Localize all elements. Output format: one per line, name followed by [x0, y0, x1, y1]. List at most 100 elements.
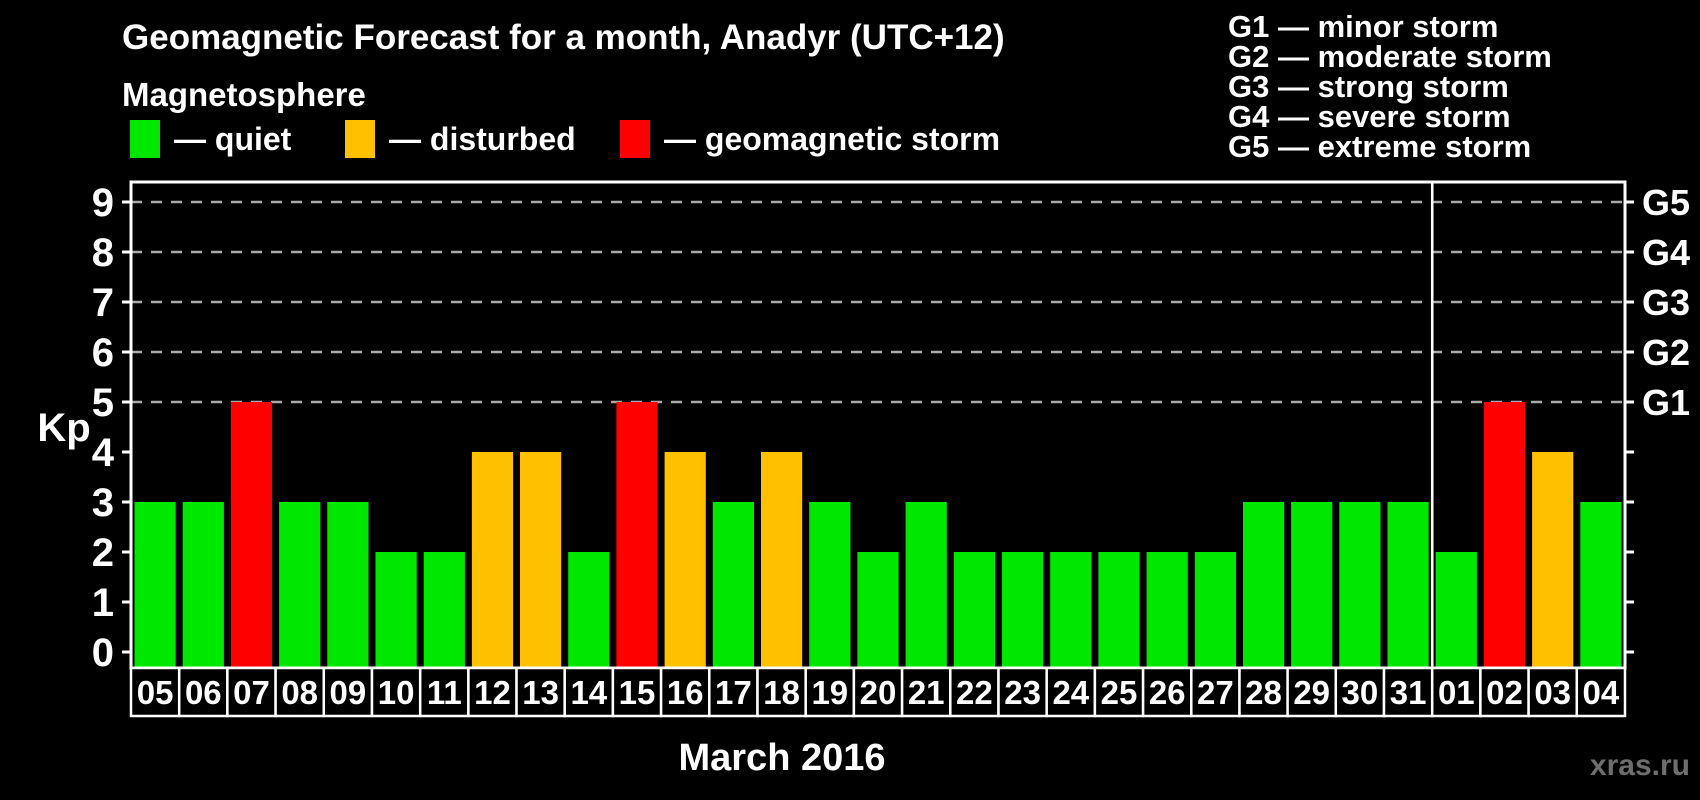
day-label-31: 31: [1390, 674, 1427, 711]
kp-bar-day-09: [327, 502, 369, 668]
day-cell: [226, 666, 277, 718]
day-cell: [1479, 666, 1530, 718]
day-label-16: 16: [667, 674, 704, 711]
storm-scale-g4: G4 — severe storm: [1228, 99, 1511, 134]
day-cell: [611, 666, 663, 718]
day-label-30: 30: [1342, 674, 1379, 711]
g-scale-label-G4: G4: [1642, 232, 1690, 273]
day-label-28: 28: [1245, 674, 1282, 711]
kp-axis-title: Kp: [37, 406, 90, 450]
kp-bar-day-28: [1243, 502, 1285, 668]
kp-bar-day-14: [568, 552, 610, 668]
day-cell: [852, 666, 904, 718]
y-axis-label-2: 2: [92, 531, 114, 575]
legend-item-quiet: — quiet: [130, 118, 291, 160]
kp-bar-day-11: [423, 552, 465, 668]
day-cell: [1430, 666, 1482, 718]
kp-bar-day-06: [182, 502, 224, 668]
day-cell: [274, 666, 326, 718]
day-label-13: 13: [522, 674, 559, 711]
kp-bar-day-29: [1291, 502, 1333, 668]
day-label-27: 27: [1197, 674, 1234, 711]
legend-label-quiet: — quiet: [174, 120, 292, 157]
day-label-09: 09: [330, 674, 367, 711]
day-cell: [1575, 666, 1627, 718]
day-label-19: 19: [811, 674, 848, 711]
day-label-11: 11: [427, 674, 462, 711]
day-cell: [1238, 666, 1289, 718]
day-cell: [1382, 666, 1434, 718]
quiet-swatch-icon: [130, 120, 160, 158]
kp-bar-day-26: [1146, 552, 1188, 668]
kp-bar-day-24: [1050, 552, 1092, 668]
storm-scale-g3: G3 — strong storm: [1228, 69, 1509, 104]
kp-bar-day-04: [1580, 502, 1622, 668]
day-label-17: 17: [715, 674, 752, 711]
legend-label-storm: — geomagnetic storm: [664, 120, 1001, 157]
y-axis-label-7: 7: [92, 281, 114, 325]
day-label-14: 14: [570, 674, 607, 711]
day-label-21: 21: [908, 674, 945, 711]
storm-scale-g5: G5 — extreme storm: [1228, 129, 1532, 164]
magnetosphere-legend: — quiet — disturbed — geomagnetic storm: [0, 118, 1100, 162]
day-label-15: 15: [619, 674, 656, 711]
day-cell: [756, 666, 807, 718]
disturbed-swatch-icon: [345, 120, 375, 158]
kp-bar-day-08: [279, 502, 321, 668]
storm-scale-g2: G2 — moderate storm: [1228, 39, 1552, 74]
y-axis-label-6: 6: [92, 331, 114, 375]
kp-bar-day-21: [905, 502, 947, 668]
kp-bar-day-05: [134, 502, 176, 668]
kp-bar-day-07: [230, 402, 273, 668]
day-cell: [370, 666, 422, 718]
kp-bar-day-20: [857, 552, 899, 668]
day-cell: [804, 666, 856, 718]
day-cell: [1045, 666, 1097, 718]
kp-bar-day-25: [1098, 552, 1140, 668]
day-label-06: 06: [185, 674, 222, 711]
x-axis-title: March 2016: [678, 737, 885, 779]
day-label-18: 18: [763, 674, 800, 711]
storm-scale-g1: G1 — minor storm: [1228, 9, 1499, 44]
day-label-08: 08: [281, 674, 318, 711]
kp-bar-day-10: [375, 552, 417, 668]
page-title: Geomagnetic Forecast for a month, Anadyr…: [122, 18, 1005, 57]
watermark: xras.ru: [1589, 749, 1690, 782]
g-scale-label-G3: G3: [1642, 282, 1690, 323]
kp-bar-day-17: [712, 502, 754, 668]
day-cell: [129, 666, 181, 718]
day-label-22: 22: [956, 674, 993, 711]
kp-bar-day-03: [1532, 452, 1574, 668]
kp-bar-day-30: [1339, 502, 1381, 668]
g-scale-label-G1: G1: [1642, 382, 1690, 423]
day-cell: [659, 666, 711, 718]
kp-bar-day-31: [1387, 502, 1429, 668]
day-label-20: 20: [860, 674, 897, 711]
magnetosphere-label: Magnetosphere: [122, 76, 366, 113]
storm-swatch-icon: [620, 120, 650, 158]
g-scale-label-G5: G5: [1642, 182, 1690, 223]
day-label-12: 12: [474, 674, 511, 711]
kp-bar-day-22: [953, 552, 995, 668]
day-cell: [1334, 666, 1386, 718]
y-axis-label-5: 5: [92, 381, 114, 425]
day-cell: [322, 666, 374, 718]
kp-bar-day-27: [1194, 552, 1236, 668]
day-cell: [177, 666, 229, 718]
day-label-10: 10: [378, 674, 415, 711]
day-label-01: 01: [1438, 674, 1475, 711]
kp-bar-day-02: [1483, 402, 1526, 668]
day-label-24: 24: [1052, 674, 1089, 711]
legend-label-disturbed: — disturbed: [389, 120, 576, 157]
day-label-04: 04: [1583, 674, 1620, 711]
legend-item-disturbed: — disturbed: [345, 118, 576, 160]
day-label-07: 07: [233, 674, 270, 711]
y-axis-label-3: 3: [92, 481, 114, 525]
day-label-29: 29: [1293, 674, 1330, 711]
day-cell: [708, 666, 759, 718]
day-label-25: 25: [1101, 674, 1138, 711]
day-label-02: 02: [1486, 674, 1523, 711]
kp-bar-day-01: [1435, 552, 1477, 668]
